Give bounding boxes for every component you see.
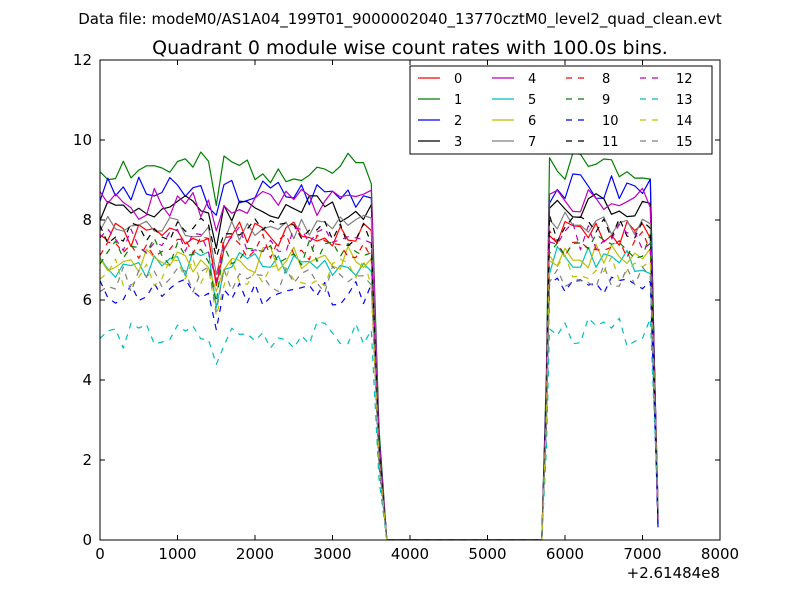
x-tick-label: 3000 bbox=[313, 545, 351, 563]
x-tick-label: 2000 bbox=[236, 545, 274, 563]
series-line-14 bbox=[100, 254, 659, 540]
legend-label-9: 9 bbox=[602, 93, 610, 108]
legend-label-3: 3 bbox=[454, 135, 462, 150]
y-tick-label: 2 bbox=[82, 451, 92, 469]
series-line-15 bbox=[100, 264, 659, 540]
legend-frame bbox=[409, 65, 713, 155]
legend-label-1: 1 bbox=[454, 93, 462, 108]
y-tick-label: 8 bbox=[82, 211, 92, 229]
y-tick-label: 10 bbox=[73, 131, 92, 149]
x-tick-label: 0 bbox=[95, 545, 105, 563]
legend-label-4: 4 bbox=[528, 72, 536, 87]
legend-label-15: 15 bbox=[676, 135, 693, 150]
legend-label-8: 8 bbox=[602, 72, 610, 87]
legend-label-2: 2 bbox=[454, 114, 462, 129]
x-tick-label: 5000 bbox=[468, 545, 506, 563]
x-tick-label: 1000 bbox=[158, 545, 196, 563]
chart-title: Quadrant 0 module wise count rates with … bbox=[152, 37, 668, 59]
x-tick-label: 6000 bbox=[546, 545, 584, 563]
x-offset-label: +2.61484e8 bbox=[627, 564, 720, 582]
series-line-9 bbox=[100, 233, 659, 540]
legend-label-12: 12 bbox=[676, 72, 693, 87]
legend-label-10: 10 bbox=[602, 114, 619, 129]
plot-area: 0 1000 2000 3000 4000 5000 6000 7000 80000246810… bbox=[73, 51, 739, 563]
series-line-13 bbox=[100, 317, 659, 540]
legend-label-13: 13 bbox=[676, 93, 693, 108]
legend-label-11: 11 bbox=[602, 135, 619, 150]
series-line-8 bbox=[100, 229, 659, 540]
y-tick-label: 4 bbox=[82, 371, 92, 389]
y-tick-label: 0 bbox=[82, 531, 92, 549]
x-tick-label: 7000 bbox=[623, 545, 661, 563]
legend-label-0: 0 bbox=[454, 72, 462, 87]
y-tick-label: 6 bbox=[82, 291, 92, 309]
y-tick-label: 12 bbox=[73, 51, 92, 69]
chart-suptitle: Data file: modeM0/AS1A04_199T01_90000020… bbox=[78, 10, 722, 29]
legend-label-6: 6 bbox=[528, 114, 536, 129]
legend-label-14: 14 bbox=[676, 114, 693, 129]
legend-label-7: 7 bbox=[528, 135, 536, 150]
x-tick-label: 4000 bbox=[391, 545, 429, 563]
x-tick-label: 8000 bbox=[701, 545, 739, 563]
series-group bbox=[100, 151, 659, 540]
axis-ticks: 0 1000 2000 3000 4000 5000 6000 7000 80000246810… bbox=[73, 51, 739, 563]
legend-label-5: 5 bbox=[528, 93, 536, 108]
